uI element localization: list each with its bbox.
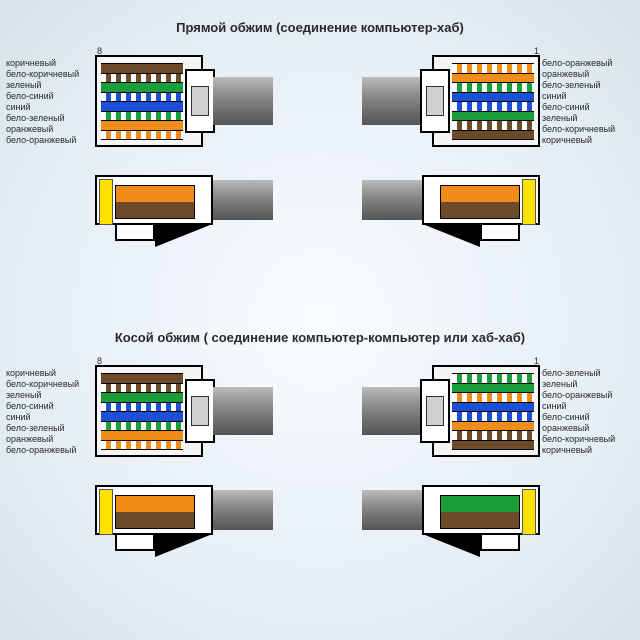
conn-cross-right-top [400,365,540,457]
title-cross: Косой обжим ( соединение компьютер-компь… [0,330,640,345]
labels-straight-right: бело-оранжевыйоранжевыйбело-зеленыйсиний… [542,58,615,146]
title-straight: Прямой обжим (соединение компьютер-хаб) [0,20,640,35]
conn-straight-right-side [362,175,540,245]
conn-straight-right-top [400,55,540,147]
conn-straight-left-top [95,55,235,147]
conn-cross-right-side [362,485,540,555]
labels-straight-left: коричневыйбело-коричневыйзеленыйбело-син… [6,58,79,146]
labels-cross-right: бело-зеленыйзеленыйбело-оранжевыйсинийбе… [542,368,615,456]
conn-cross-left-top [95,365,235,457]
conn-straight-left-side [95,175,273,245]
conn-cross-left-side [95,485,273,555]
labels-cross-left: коричневыйбело-коричневыйзеленыйбело-син… [6,368,79,456]
